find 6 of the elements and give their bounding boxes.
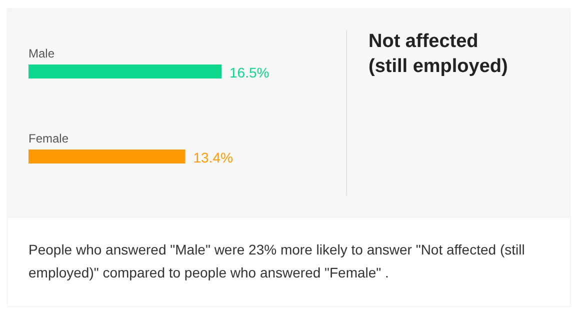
y-tick-label: Male	[28, 46, 55, 60]
y-tick-label: Female	[28, 132, 69, 146]
text: People who answered "Male" were 23% more likely to answer "Not affected (still employed)" compared to people who answered "Female" .	[28, 242, 525, 280]
data-label: 16.5%	[230, 64, 270, 80]
data-label: 13.4%	[193, 150, 233, 166]
text: Not affected (still employed)	[368, 31, 508, 77]
